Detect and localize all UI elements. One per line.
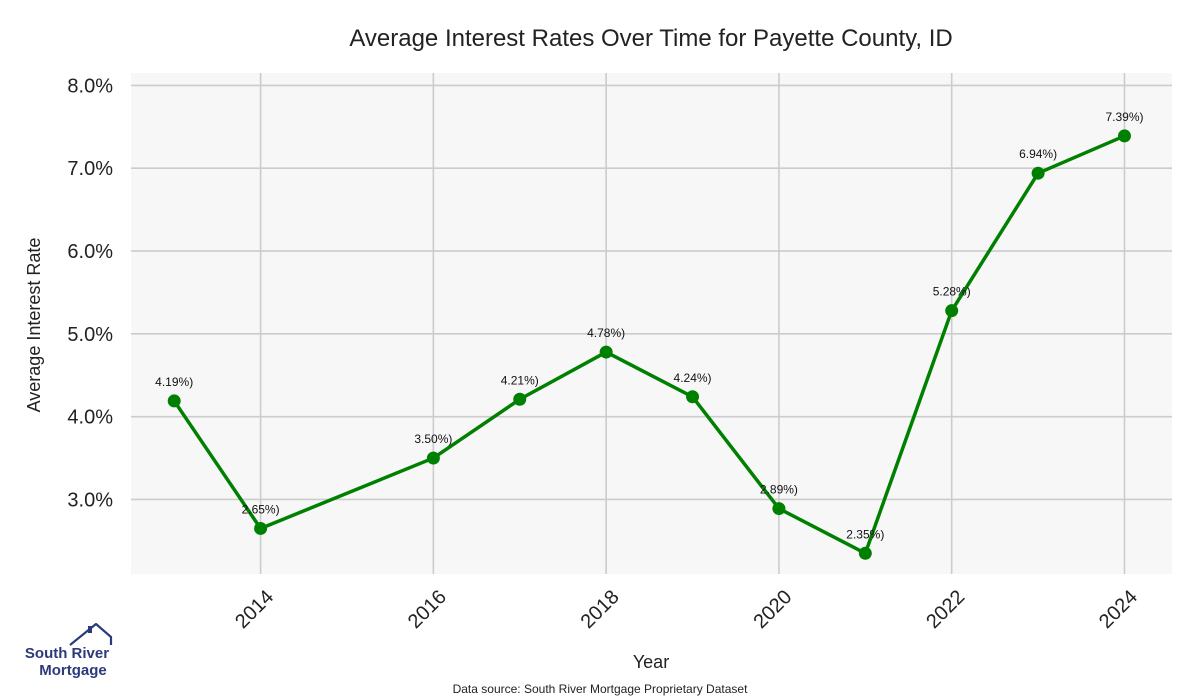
x-axis-ticks: 2014 2016 2018 2020 2022 2024 [231,586,1142,633]
data-label: 4.78%) [587,326,625,340]
data-label: 2.89%) [760,483,798,497]
data-label: 3.50%) [414,432,452,446]
x-tick-label: 2018 [577,586,624,633]
data-label: 6.94%) [1019,147,1057,161]
x-tick-label: 2014 [231,586,278,633]
data-point [254,521,268,535]
data-label: 4.24%) [674,371,712,385]
data-point [772,502,786,516]
data-points [167,129,1131,560]
data-point [945,304,959,318]
data-point [1031,166,1045,180]
y-tick-label: 8.0% [67,75,113,97]
y-tick-label: 7.0% [67,158,113,180]
x-tick-label: 2024 [1095,586,1142,633]
data-label: 4.19%) [155,375,193,389]
x-tick-label: 2022 [922,586,969,633]
company-logo: South River Mortgage [25,622,113,679]
plot-area [131,73,1172,574]
y-tick-label: 5.0% [67,324,113,346]
chart-title: Average Interest Rates Over Time for Pay… [349,25,952,52]
data-point [167,394,181,408]
data-point [858,546,872,560]
x-tick-label: 2016 [404,586,451,633]
data-source-note: Data source: South River Mortgage Propri… [453,682,748,696]
y-tick-label: 4.0% [67,407,113,429]
data-point [599,345,613,359]
data-point [426,451,440,465]
chimney-icon [88,626,92,633]
x-tick-label: 2020 [749,586,796,633]
data-point [513,392,527,406]
y-tick-label: 6.0% [67,241,113,263]
y-axis-ticks: 3.0% 4.0% 5.0% 6.0% 7.0% 8.0% [67,75,113,511]
data-label: 4.21%) [501,373,539,387]
logo-text-line2: Mortgage [39,662,107,679]
y-axis-label: Average Interest Rate [24,238,44,413]
data-label: 7.39%) [1105,110,1143,124]
data-label: 2.65%) [242,502,280,516]
house-roof-icon [69,622,113,646]
data-labels: 4.19%) 2.65%) 3.50%) 4.21%) 4.78%) 4.24%) 2.89… [155,110,1143,541]
data-label: 2.35%) [846,527,884,541]
grid [131,73,1172,574]
logo-text-line1: South River [25,645,109,662]
y-tick-label: 3.0% [67,489,113,511]
x-axis-label: Year [633,652,669,672]
data-point [686,390,700,404]
data-point [1117,129,1131,143]
data-label: 5.28%) [933,285,971,299]
